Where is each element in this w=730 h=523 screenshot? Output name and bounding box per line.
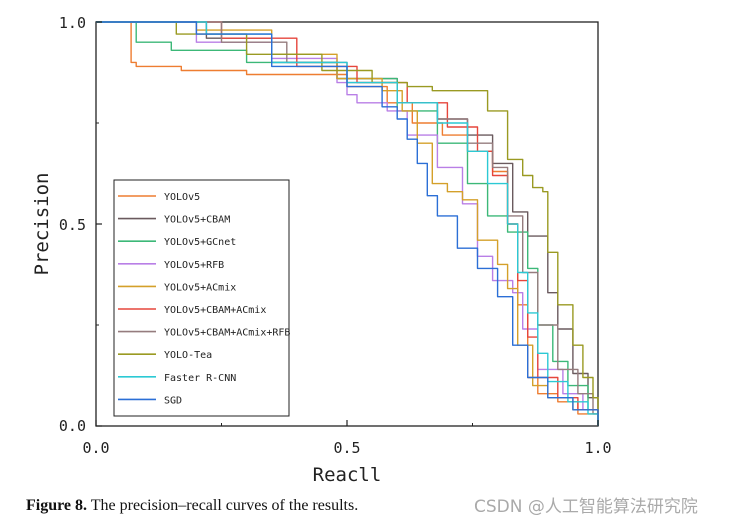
pr-curves	[96, 21, 599, 426]
curve-6	[96, 21, 599, 426]
figure-label: Figure 8.	[26, 497, 88, 514]
legend-label-1: YOLOv5+CBAM	[164, 215, 230, 226]
curve-4	[96, 21, 599, 426]
watermark: CSDN @人工智能算法研究院	[474, 497, 698, 517]
legend-label-4: YOLOv5+ACmix	[164, 282, 236, 293]
curve-8	[96, 21, 599, 426]
legend-label-5: YOLOv5+CBAM+ACmix	[164, 305, 266, 316]
y-axis-title: Precision	[31, 173, 53, 276]
y-tick-1: 0.5	[59, 216, 86, 234]
y-tick-0: 0.0	[59, 417, 86, 435]
x-axis-title: Reacll	[313, 464, 382, 486]
x-tick-2: 1.0	[584, 439, 611, 457]
x-tick-1: 0.5	[333, 439, 360, 457]
curve-2	[96, 21, 599, 426]
legend-label-3: YOLOv5+RFB	[164, 260, 224, 271]
legend-label-6: YOLOv5+CBAM+ACmix+RFB	[164, 328, 290, 339]
figure-caption-text: The precision–recall curves of the resul…	[87, 497, 359, 514]
curve-3	[96, 21, 599, 426]
pr-chart: 0.0 0.5 1.0 0.0 0.5 1.0 Reacll Precision…	[31, 14, 612, 486]
legend-label-0: YOLOv5	[164, 192, 200, 203]
figure-caption: Figure 8. The precision–recall curves of…	[26, 497, 358, 515]
y-tick-2: 1.0	[59, 14, 86, 32]
legend: YOLOv5 YOLOv5+CBAM YOLOv5+GCnet YOLOv5+RFB Y…	[113, 179, 290, 417]
legend-label-8: Faster R-CNN	[164, 373, 236, 384]
legend-label-9: SGD	[164, 395, 182, 406]
axis-ticks	[95, 21, 599, 427]
curve-7	[96, 21, 599, 426]
legend-label-7: YOLO-Tea	[164, 350, 212, 361]
x-tick-0: 0.0	[82, 439, 109, 457]
legend-label-2: YOLOv5+GCnet	[164, 237, 236, 248]
curve-9	[96, 21, 599, 426]
